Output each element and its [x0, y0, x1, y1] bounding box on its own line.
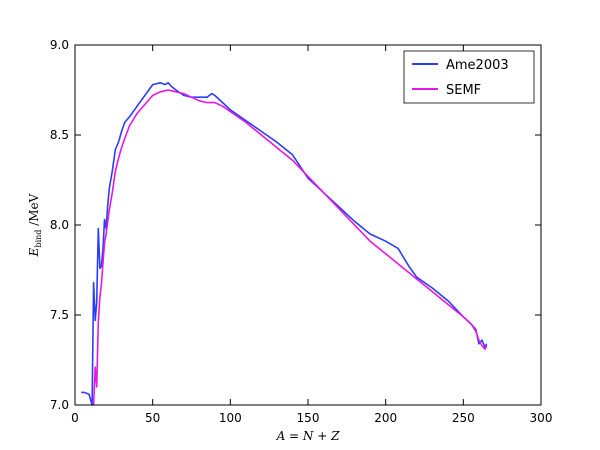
y-axis-ticks: 7.0 7.5 8.0 8.5 9.0 [50, 38, 541, 412]
x-tick-label: 150 [297, 411, 320, 425]
x-tick-label: 50 [145, 411, 160, 425]
legend-box [403, 50, 535, 104]
y-tick-label: 8.0 [50, 218, 69, 232]
x-axis-label: A = N + Z [276, 429, 341, 443]
plot-lines [81, 82, 488, 406]
x-tick-label: 250 [452, 411, 475, 425]
y-tick-label: 9.0 [50, 38, 69, 52]
x-tick-label: 0 [71, 411, 79, 425]
x-tick-label: 200 [374, 411, 397, 425]
legend-label-ame2003: Ame2003 [446, 58, 509, 73]
legend: Ame2003 SEMF [403, 50, 535, 104]
x-tick-label: 100 [219, 411, 242, 425]
series-line-semf [92, 89, 488, 406]
y-tick-label: 7.0 [50, 398, 69, 412]
y-tick-label: 7.5 [50, 308, 69, 322]
y-tick-label: 8.5 [50, 128, 69, 142]
x-axis-ticks: 0 50 100 150 200 250 300 [71, 45, 552, 425]
x-tick-label: 300 [530, 411, 553, 425]
legend-label-semf: SEMF [446, 83, 481, 98]
y-axis-label: Ebind /MeV [27, 193, 43, 257]
series-line-ame2003 [81, 82, 488, 406]
